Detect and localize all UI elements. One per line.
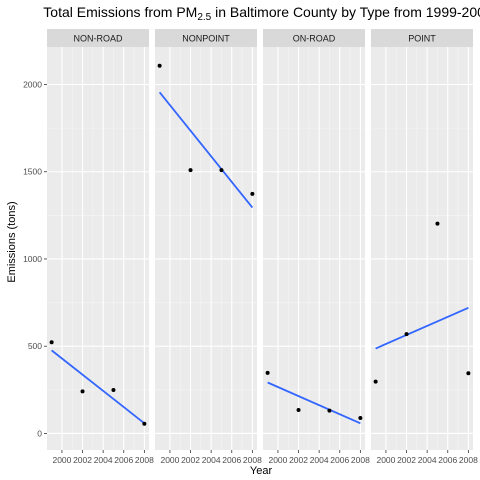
x-tick-label: 2008 xyxy=(459,455,478,465)
y-axis-title: Emissions (tons) xyxy=(6,201,18,282)
trend-line xyxy=(267,381,361,425)
x-tick-label: 2000 xyxy=(376,455,395,465)
panel-background xyxy=(47,47,149,450)
panel-background xyxy=(371,47,473,450)
facet-strip xyxy=(263,29,365,47)
data-point xyxy=(49,340,54,345)
data-point xyxy=(265,370,270,375)
facet-strip-label: NONPOINT xyxy=(182,34,230,44)
chart-title: Total Emissions from PM2.5 in Baltimore … xyxy=(43,4,480,23)
x-tick-label: 2004 xyxy=(94,455,113,465)
trend-line xyxy=(158,91,254,209)
data-point xyxy=(296,407,301,412)
data-point xyxy=(188,168,193,173)
facet-strip-label: POINT xyxy=(408,34,436,44)
x-tick-label: 2004 xyxy=(418,455,437,465)
panel-background xyxy=(155,47,257,450)
chart-title-suffix: in Baltimore County by Type from 1999-20… xyxy=(211,4,480,20)
data-point xyxy=(111,387,116,392)
facet-panel-on-road: ON-ROAD 2000 2002 2004 2006 2008 xyxy=(263,29,370,465)
facet-strip-label: NON-ROAD xyxy=(74,34,123,44)
x-tick-label: 2008 xyxy=(135,455,154,465)
x-tick-label: 2004 xyxy=(202,455,221,465)
y-tick-label: 500 xyxy=(28,341,42,351)
y-tick-label: 1000 xyxy=(23,254,42,264)
facet-strip xyxy=(371,29,473,47)
x-tick-label: 2002 xyxy=(73,455,92,465)
panel-background xyxy=(263,47,365,450)
data-point xyxy=(358,416,363,421)
facet-panel-nonpoint: NONPOINT 2000 2002 2004 2006 2008 xyxy=(155,29,262,465)
y-tick-label: 1500 xyxy=(23,167,42,177)
data-point xyxy=(327,408,332,413)
x-tick-label: 2002 xyxy=(289,455,308,465)
data-point xyxy=(435,221,440,226)
x-tick-label: 2000 xyxy=(268,455,287,465)
chart-title-prefix: Total Emissions from PM xyxy=(43,4,197,20)
x-tick-label: 2006 xyxy=(222,455,241,465)
data-point xyxy=(142,421,147,426)
x-tick-label: 2006 xyxy=(330,455,349,465)
y-tick-label: 2000 xyxy=(23,80,42,90)
trend-line xyxy=(375,306,469,350)
data-point xyxy=(373,379,378,384)
facet-strip xyxy=(47,29,149,47)
data-point xyxy=(404,332,409,337)
data-point xyxy=(466,371,471,376)
facet-strip xyxy=(155,29,257,47)
trend-line xyxy=(51,349,145,424)
facet-panel-non-road: NON-ROAD 2000 2002 2004 2006 2008 xyxy=(47,29,154,465)
x-tick-label: 2006 xyxy=(438,455,457,465)
x-axis-title: Year xyxy=(250,465,273,477)
data-point xyxy=(157,63,162,68)
x-tick-label: 2006 xyxy=(114,455,133,465)
x-tick-label: 2000 xyxy=(52,455,71,465)
y-axis: 0 500 1000 1500 2000 xyxy=(23,80,47,438)
data-point xyxy=(219,168,224,173)
x-tick-label: 2008 xyxy=(351,455,370,465)
x-tick-label: 2008 xyxy=(243,455,262,465)
y-tick-label: 0 xyxy=(37,428,42,438)
x-tick-label: 2004 xyxy=(310,455,329,465)
data-point xyxy=(250,191,255,196)
x-tick-label: 2000 xyxy=(160,455,179,465)
facet-strip-label: ON-ROAD xyxy=(293,34,336,44)
facet-panel-point: POINT 2000 2002 2004 2006 2008 xyxy=(371,29,478,465)
data-point xyxy=(80,389,85,394)
x-tick-label: 2002 xyxy=(181,455,200,465)
x-tick-label: 2002 xyxy=(397,455,416,465)
chart-title-subscript: 2.5 xyxy=(197,12,211,23)
